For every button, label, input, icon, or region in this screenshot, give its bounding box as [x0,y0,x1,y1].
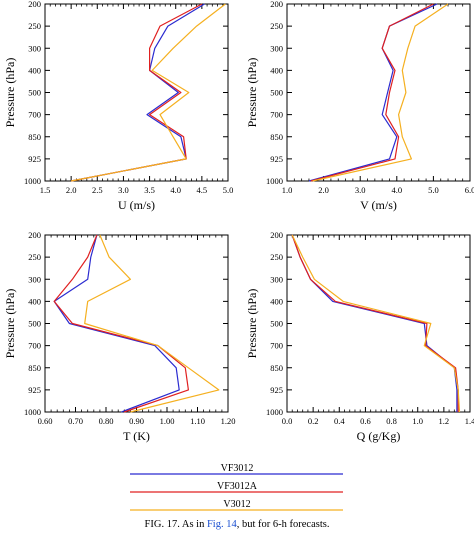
chart-panel-2: 1.0 2.0 3.0 4.0 5.0 6.0 200 250 300 400 500 700 850 9… [245,0,474,212]
series-line-v3012 [84,234,220,413]
y-tick-label: 500 [270,319,283,329]
y-tick-label: 200 [28,230,41,240]
x-tick-label: 2.5 [92,185,103,195]
y-tick-label: 250 [28,252,41,262]
y-tick-label: 400 [270,296,283,306]
x-tick-label: 0.70 [68,416,83,426]
y-tick-label: 925 [28,154,41,164]
x-tick-label: 1.10 [190,416,205,426]
x-tick-label: 1.0 [412,416,423,426]
caption-prefix: FIG. 17. As in [144,519,207,530]
y-tick-label: 1000 [24,176,41,186]
y-tick-label: 300 [28,274,41,284]
x-tick-label: 3.0 [355,185,366,195]
y-axis-title: Pressure (hPa) [3,58,17,128]
y-axis-title: Pressure (hPa) [3,289,17,359]
y-tick-label: 925 [28,385,41,395]
y-tick-label: 850 [270,363,283,373]
y-axis-title: Pressure (hPa) [245,289,259,359]
y-tick-label: 925 [270,385,283,395]
y-tick-label: 400 [28,296,41,306]
caption-figure-link[interactable]: Fig. 14 [206,519,237,530]
y-tick-label: 250 [270,252,283,262]
x-tick-label: 4.0 [391,185,402,195]
y-tick-label: 1000 [266,176,283,186]
chart-panel-1: 1.5 2.0 2.5 3.0 3.5 4.0 4.5 5.0 200 250 300 400 500 7… [3,0,233,212]
x-axis-title: U (m/s) [118,198,155,212]
y-tick-label: 1000 [266,407,283,417]
y-tick-label: 700 [28,110,41,120]
x-tick-label: 0.90 [129,416,144,426]
series-line-v3012 [70,3,226,182]
chart-panel-3: 0.60 0.70 0.80 0.90 1.00 1.10 1.20 200 250 300 400… [3,230,235,443]
x-tick-label: 1.0 [282,185,293,195]
series-line-vf3012 [308,3,438,182]
x-tick-label: 4.0 [170,185,181,195]
x-tick-label: 5.0 [428,185,439,195]
y-tick-label: 300 [270,43,283,53]
x-axis-title: V (m/s) [360,198,397,212]
series-line-vf3012a [310,3,434,182]
x-tick-label: 0.8 [386,416,397,426]
plot-frame [44,3,229,182]
x-tick-label: 1.2 [439,416,450,426]
x-tick-label: 1.20 [221,416,236,426]
y-tick-label: 200 [270,0,283,9]
x-tick-label: 4.5 [197,185,208,195]
y-tick-label: 500 [28,88,41,98]
x-tick-label: 3.0 [118,185,129,195]
series-line-v3012 [291,234,461,413]
y-tick-label: 700 [270,110,283,120]
series-line-vf3012a [53,234,189,413]
series-line-vf3012 [291,234,458,412]
x-tick-label: 3.5 [144,185,155,195]
series-line-vf3012a [70,3,203,182]
figure-caption: FIG. 17. As in Fig. 14, but for 6-h fore… [0,519,474,530]
caption-suffix: , but for 6-h forecasts. [236,519,330,530]
x-tick-label: 0.80 [99,416,114,426]
y-tick-label: 300 [28,43,41,53]
y-tick-label: 850 [270,132,283,142]
x-tick-label: 1.5 [40,185,51,195]
plot-frame [286,3,471,182]
x-axis-title: T (K) [123,429,150,443]
series-line-v3012 [312,3,449,182]
y-tick-label: 250 [270,21,283,31]
x-tick-label: 1.00 [160,416,175,426]
y-tick-label: 700 [270,341,283,351]
y-tick-label: 850 [28,132,41,142]
series-line-vf3012 [70,3,205,182]
series-line-vf3012 [53,234,180,413]
x-tick-label: 2.0 [318,185,329,195]
series-line-vf3012a [291,234,459,412]
y-tick-label: 250 [28,21,41,31]
x-tick-label: 0.2 [308,416,319,426]
y-tick-label: 400 [28,65,41,75]
y-tick-label: 500 [28,319,41,329]
x-tick-label: 0.6 [360,416,371,426]
y-tick-label: 300 [270,274,283,284]
y-tick-label: 500 [270,88,283,98]
y-tick-label: 925 [270,154,283,164]
plot-frame [286,234,471,413]
chart-panel-4: 0.0 0.2 0.4 0.6 0.8 1.0 1.2 1.4 200 250 300 400 500 7… [245,230,474,443]
y-tick-label: 400 [270,65,283,75]
y-tick-label: 850 [28,363,41,373]
x-tick-label: 6.0 [465,185,474,195]
y-axis-title: Pressure (hPa) [245,58,259,128]
x-tick-label: 0.0 [282,416,293,426]
x-tick-label: 0.4 [334,416,345,426]
x-tick-label: 1.4 [465,416,474,426]
y-tick-label: 200 [28,0,41,9]
x-tick-label: 5.0 [223,185,234,195]
y-tick-label: 1000 [24,407,41,417]
y-tick-label: 200 [270,230,283,240]
x-axis-title: Q (g/Kg) [357,429,401,443]
y-tick-label: 700 [28,341,41,351]
x-tick-label: 2.0 [66,185,77,195]
x-tick-label: 0.60 [38,416,53,426]
